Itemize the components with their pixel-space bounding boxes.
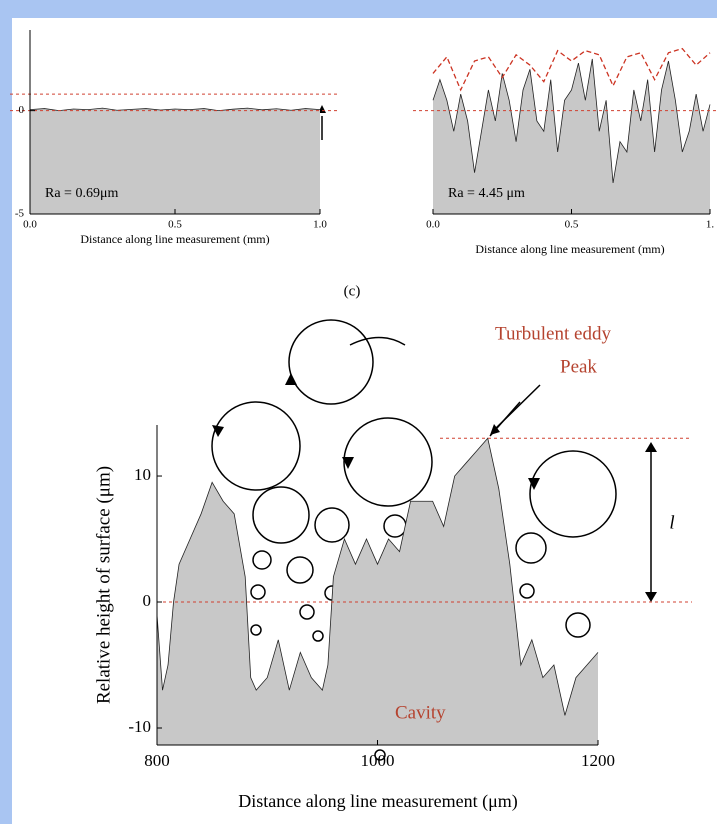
area — [433, 58, 710, 215]
x-tick-label: 800 — [144, 751, 170, 770]
annotation: Ra = 4.45 μm — [448, 186, 525, 201]
eddies — [211, 116, 652, 761]
profile-line — [29, 107, 321, 112]
area — [157, 438, 598, 745]
x-axis-label: Distance along line measurement (mm) — [80, 232, 269, 246]
y-tick-label: 0 — [19, 104, 25, 116]
x-tick-label: 1000 — [361, 751, 395, 770]
annotation: Peak — [560, 356, 597, 377]
profile-line — [432, 58, 711, 184]
x-tick-label: 1. — [706, 219, 715, 231]
x-axis-label: Distance along line measurement (mm) — [475, 242, 664, 256]
x-tick-label: 1200 — [581, 751, 615, 770]
y-tick-label: -5 — [15, 208, 25, 220]
y-tick-label: 10 — [134, 465, 151, 484]
annotation: Turbulent eddy — [495, 323, 611, 344]
area — [30, 108, 320, 214]
annotation: Cavity — [395, 702, 446, 723]
x-tick-label: 0.0 — [23, 219, 37, 231]
annotation: Ra = 0.69μm — [45, 186, 118, 201]
x-axis-label: Distance along line measurement (μm) — [238, 791, 518, 812]
y-tick-label: 0 — [143, 591, 152, 610]
x-tick-label: 1.0 — [313, 219, 327, 231]
x-tick-label: 0.0 — [426, 219, 440, 231]
x-tick-label: 0.5 — [168, 219, 182, 231]
envelope-line — [432, 47, 711, 92]
x-tick-label: 0.5 — [565, 219, 579, 231]
annotation: l — [669, 512, 674, 533]
y-axis-label: Relative height of surface (μm) — [93, 466, 114, 704]
profile-line — [156, 437, 599, 716]
figure-label: (c) — [344, 283, 361, 299]
y-tick-label: -10 — [128, 717, 151, 736]
